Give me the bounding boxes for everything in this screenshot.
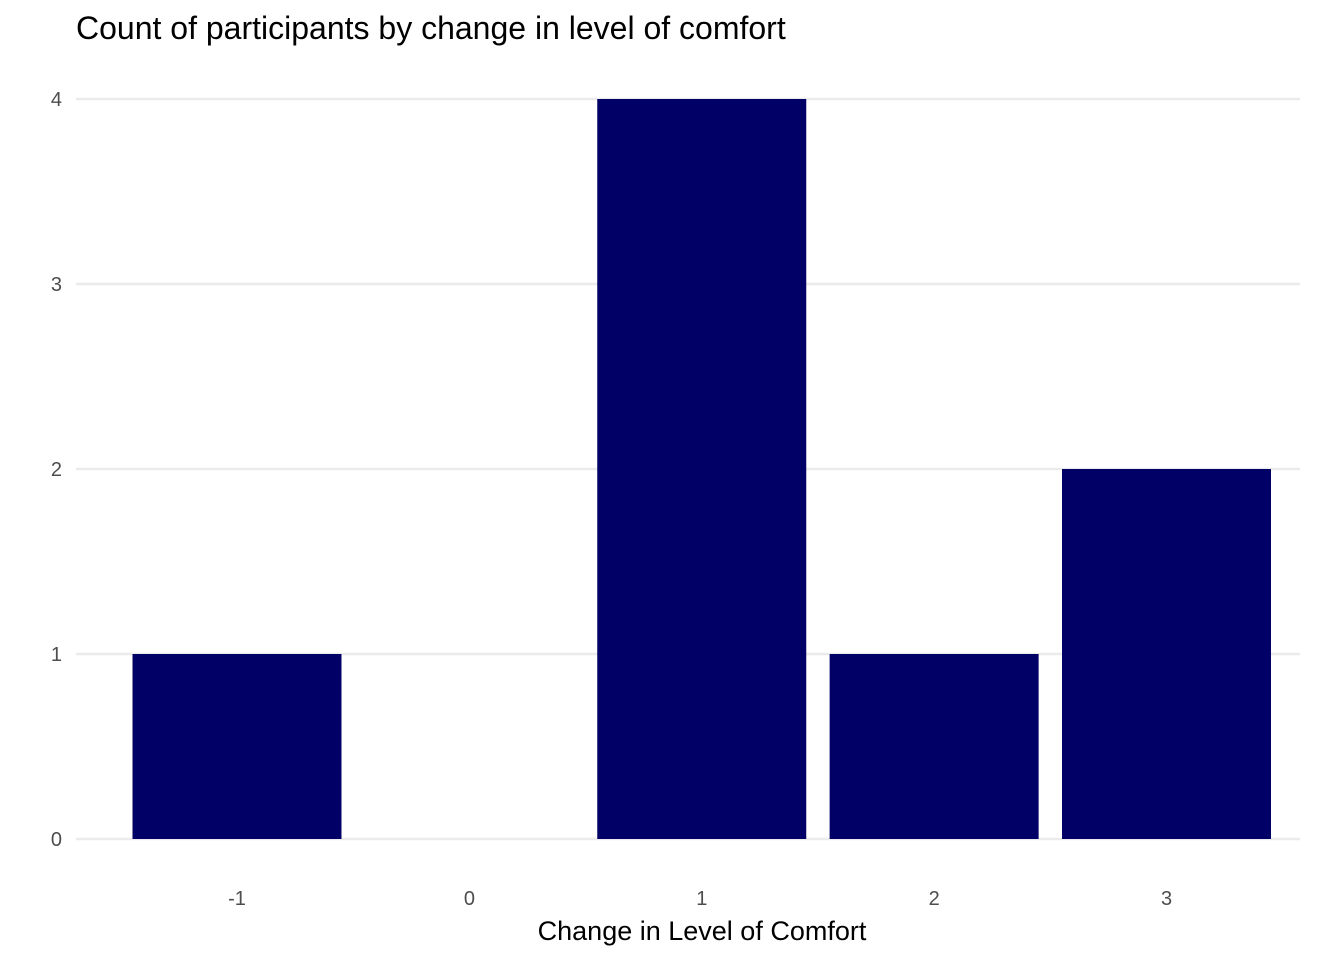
x-tick-label: 3 xyxy=(1161,888,1172,910)
y-tick-label: 2 xyxy=(51,459,62,481)
chart-title: Count of participants by change in level… xyxy=(76,10,786,46)
x-axis-ticks: -1 0 1 2 3 xyxy=(228,888,1172,910)
bar-2 xyxy=(829,654,1039,839)
x-tick-label: 2 xyxy=(929,888,940,910)
x-tick-label: 0 xyxy=(464,888,475,910)
bar-1 xyxy=(597,99,807,839)
y-tick-label: 3 xyxy=(51,274,62,296)
bars xyxy=(132,99,1271,839)
x-tick-label: -1 xyxy=(228,888,246,910)
x-axis-title: Change in Level of Comfort xyxy=(538,916,867,946)
y-tick-label: 4 xyxy=(51,89,62,111)
y-tick-label: 0 xyxy=(51,829,62,851)
y-tick-label: 1 xyxy=(51,644,62,666)
bar--1 xyxy=(132,654,342,839)
y-axis-ticks: 0 1 2 3 4 xyxy=(51,89,62,851)
x-tick-label: 1 xyxy=(696,888,707,910)
bar-3 xyxy=(1062,469,1271,839)
